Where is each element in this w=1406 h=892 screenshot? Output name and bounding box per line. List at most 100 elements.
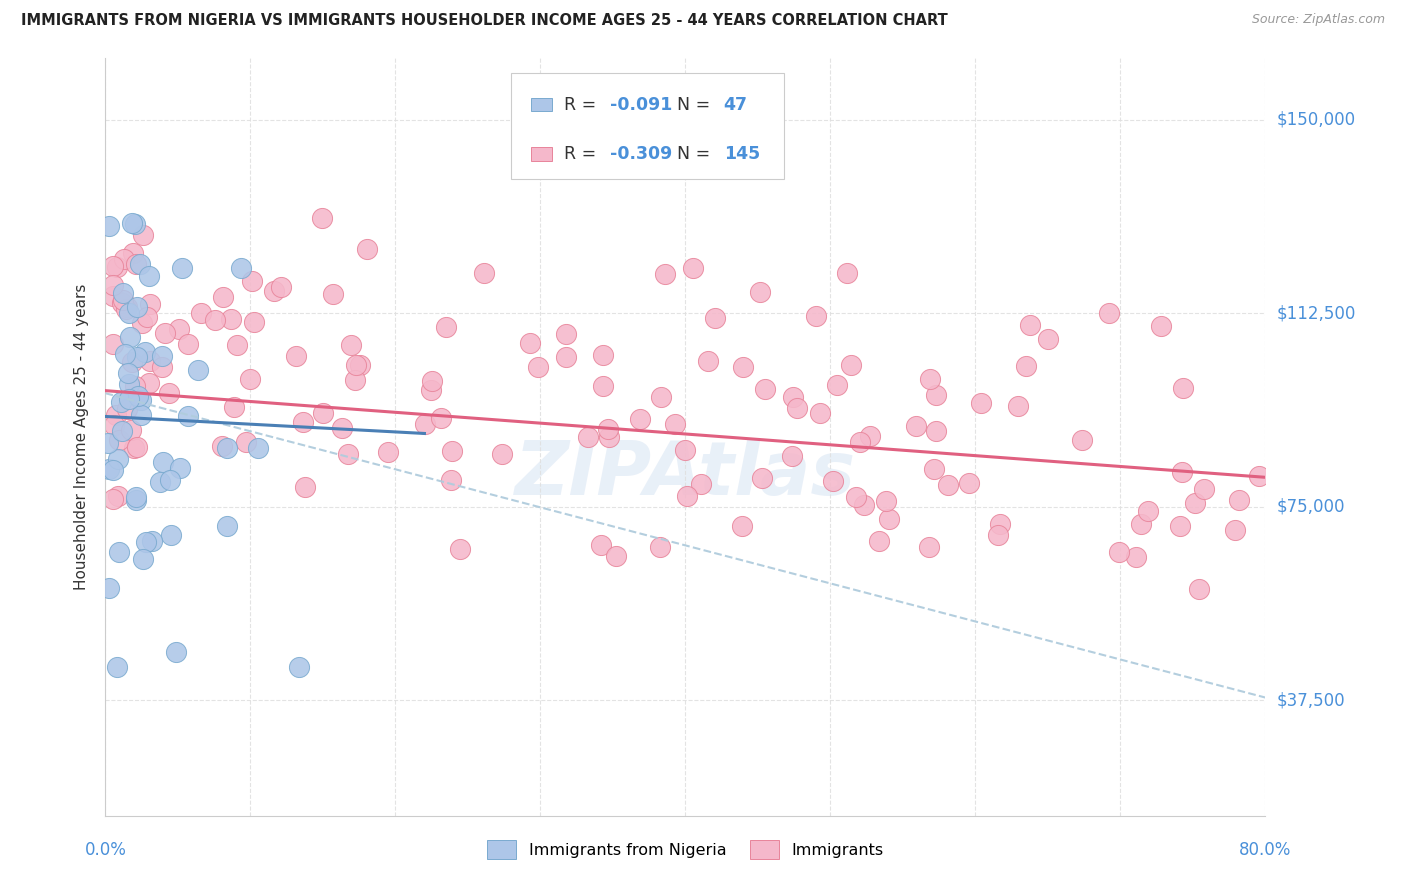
Point <box>139 354 162 368</box>
Point <box>650 540 672 554</box>
Point <box>650 390 672 404</box>
Point <box>294 481 316 495</box>
Point <box>101 259 124 273</box>
Point <box>211 439 233 453</box>
Text: $37,500: $37,500 <box>1277 691 1346 709</box>
Point <box>111 296 134 310</box>
Point <box>340 338 363 352</box>
Text: N =: N = <box>678 95 716 113</box>
FancyBboxPatch shape <box>531 147 553 161</box>
Point <box>1129 517 1152 532</box>
Point <box>101 289 124 303</box>
Point <box>1070 433 1092 447</box>
Point <box>138 376 160 391</box>
Point <box>868 533 890 548</box>
Point <box>598 429 620 443</box>
Point <box>970 396 993 410</box>
Point <box>101 492 124 507</box>
Point <box>222 400 245 414</box>
Point <box>986 528 1008 542</box>
Point <box>152 455 174 469</box>
Point <box>246 441 269 455</box>
Point <box>845 491 868 505</box>
Point <box>703 311 725 326</box>
Point <box>101 337 124 351</box>
Point <box>115 302 138 317</box>
Point <box>242 316 264 330</box>
Point <box>108 433 131 447</box>
Point <box>664 417 686 431</box>
Point <box>98 462 121 476</box>
Point <box>555 350 578 364</box>
Point <box>337 447 360 461</box>
Point <box>167 322 190 336</box>
Point <box>596 422 619 436</box>
Point <box>239 372 262 386</box>
Point <box>141 533 163 548</box>
Point <box>415 417 437 431</box>
Point <box>690 476 713 491</box>
Point <box>731 519 754 533</box>
Point <box>165 645 187 659</box>
Point <box>129 392 152 407</box>
Point <box>592 379 614 393</box>
Point <box>98 219 121 234</box>
Text: 0.0%: 0.0% <box>84 841 127 859</box>
Point <box>111 285 134 300</box>
Point <box>169 460 191 475</box>
Point <box>204 313 226 327</box>
Point <box>420 374 443 388</box>
Point <box>131 316 153 330</box>
Text: -0.309: -0.309 <box>610 145 672 163</box>
Point <box>118 392 141 407</box>
Point <box>988 516 1011 531</box>
Point <box>654 267 676 281</box>
Point <box>786 401 808 416</box>
Point <box>628 411 651 425</box>
Point <box>187 363 209 377</box>
Point <box>849 435 872 450</box>
Point <box>138 268 160 283</box>
Point <box>124 379 146 393</box>
Point <box>1150 319 1173 334</box>
Text: R =: R = <box>564 145 602 163</box>
Point <box>263 284 285 298</box>
Point <box>153 326 176 340</box>
Point <box>107 451 129 466</box>
Point <box>1192 482 1215 496</box>
Text: -0.091: -0.091 <box>610 95 672 113</box>
Point <box>115 402 138 417</box>
Point <box>240 274 263 288</box>
Text: N =: N = <box>678 145 716 163</box>
Point <box>924 388 946 402</box>
Point <box>592 348 614 362</box>
Point <box>115 300 138 314</box>
Point <box>859 429 882 443</box>
Point <box>149 475 172 490</box>
Point <box>827 377 849 392</box>
Point <box>322 287 344 301</box>
Point <box>754 382 776 396</box>
Point <box>330 421 353 435</box>
Point <box>125 300 148 314</box>
Point <box>519 336 541 351</box>
Point <box>118 376 141 391</box>
Text: $150,000: $150,000 <box>1277 111 1355 128</box>
Point <box>434 320 457 334</box>
Point <box>696 354 718 368</box>
Point <box>288 659 311 673</box>
Point <box>491 447 513 461</box>
Point <box>127 350 149 364</box>
Point <box>219 312 242 326</box>
Point <box>107 489 129 503</box>
Point <box>905 419 928 434</box>
Point <box>122 441 145 455</box>
Point <box>554 327 576 342</box>
Point <box>121 423 143 437</box>
Point <box>751 471 773 485</box>
Point <box>810 406 832 420</box>
Text: ZIPAtlas: ZIPAtlas <box>515 439 856 511</box>
Y-axis label: Householder Income Ages 25 - 44 years: Householder Income Ages 25 - 44 years <box>75 284 90 591</box>
Point <box>1137 503 1160 517</box>
Point <box>1184 496 1206 510</box>
